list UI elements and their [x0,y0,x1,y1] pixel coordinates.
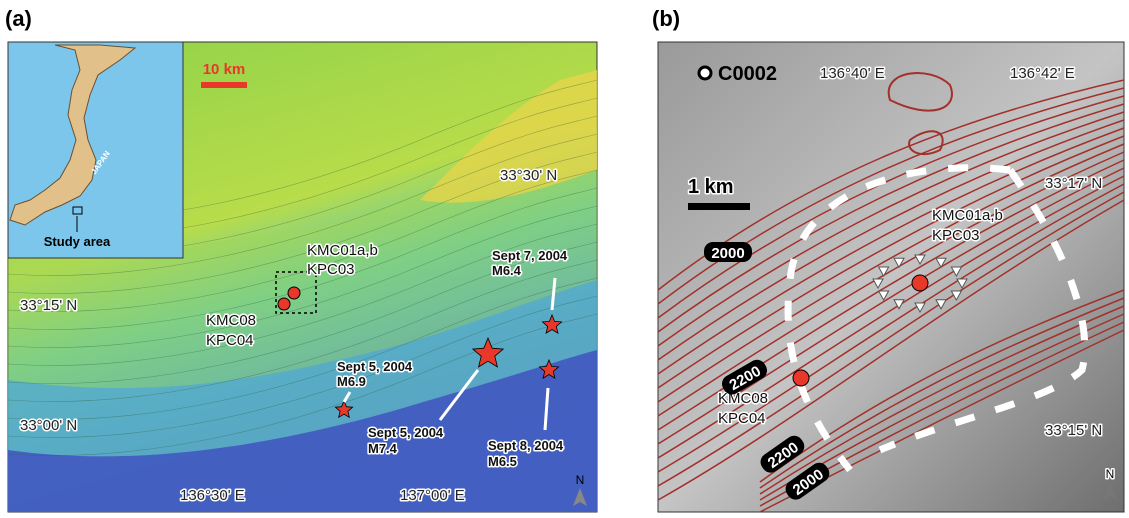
scale-label: 1 km [688,176,734,198]
eq-magnitude: M6.4 [492,263,522,278]
site-label: KPC03 [307,261,355,278]
site-label: KMC01a,b [307,242,378,259]
lat-label: 33°15' N [20,297,77,314]
site-label: KPC03 [932,227,980,244]
north-label: N [1106,467,1115,481]
site-marker [912,275,928,291]
eq-magnitude: M7.4 [368,441,398,456]
scale-label: 10 km [203,61,246,78]
map-b [658,42,1124,512]
site-label: C0002 [718,63,777,85]
eq-date: Sept 7, 2004 [492,248,568,263]
site-label: KPC04 [718,410,766,427]
site-c0002 [699,67,711,79]
lat-label: 33°30' N [500,167,557,184]
panel-label: (a) [5,6,32,31]
site-label: KPC04 [206,332,254,349]
panel-label: (b) [652,6,680,31]
contour-value: 2000 [711,245,744,262]
scale-bar [688,203,750,210]
site-marker [278,298,290,310]
eq-date: Sept 5, 2004 [368,425,444,440]
eq-date: Sept 5, 2004 [337,359,413,374]
lon-label: 136°30' E [180,487,245,504]
eq-magnitude: M6.9 [337,374,366,389]
lat-label: 33°17' N [1045,175,1102,192]
lat-label: 33°00' N [20,417,77,434]
north-label: N [576,473,585,487]
lon-label: 136°40' E [820,65,885,82]
contour-label: 2000 [704,242,752,262]
figure: (a) JAPAN Study area 10 km 33°30' N 33°1… [0,0,1129,518]
eq-date: Sept 8, 2004 [488,438,564,453]
site-marker [793,370,809,386]
scale-bar [201,82,247,88]
site-label: KMC01a,b [932,207,1003,224]
eq-magnitude: M6.5 [488,454,517,469]
site-label: KMC08 [206,312,256,329]
lat-label: 33°15' N [1045,422,1102,439]
lon-label: 136°42' E [1010,65,1075,82]
site-label: KMC08 [718,390,768,407]
site-marker [288,287,300,299]
inset-caption: Study area [44,234,111,249]
lon-label: 137°00' E [400,487,465,504]
